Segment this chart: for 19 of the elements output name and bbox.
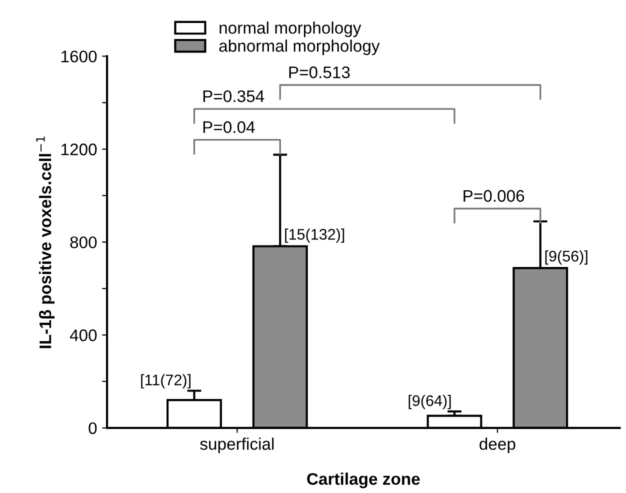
y-tick-label: 0 (88, 422, 97, 434)
y-tick-label: 1600 (62, 50, 97, 62)
x-axis-title: Cartilage zone (307, 472, 420, 488)
annotation: P=0.006 (464, 190, 524, 202)
data-label: [9(64)] (408, 394, 451, 410)
y-tick-label: 400 (70, 329, 97, 342)
annotation: P=0.513 (289, 66, 350, 78)
x-tick-label: superficial (200, 438, 274, 454)
y-tick-label: 1200 (62, 144, 97, 156)
x-tick-label: deep (480, 438, 516, 454)
data-label: [9(56)] (545, 250, 588, 265)
annotation: P=0.04 (203, 121, 255, 134)
annotation: P=0.354 (203, 90, 264, 102)
data-label: [15(132)] (285, 228, 344, 243)
y-tick-label: 800 (70, 236, 97, 248)
data-label: [11(72)] (141, 374, 190, 388)
y-axis-title: IL-1β positive voxels.cell$^{−1}$ (36, 136, 55, 348)
legend-label: normal morphology (220, 22, 362, 38)
legend-label: abnormal morphology (219, 40, 380, 56)
